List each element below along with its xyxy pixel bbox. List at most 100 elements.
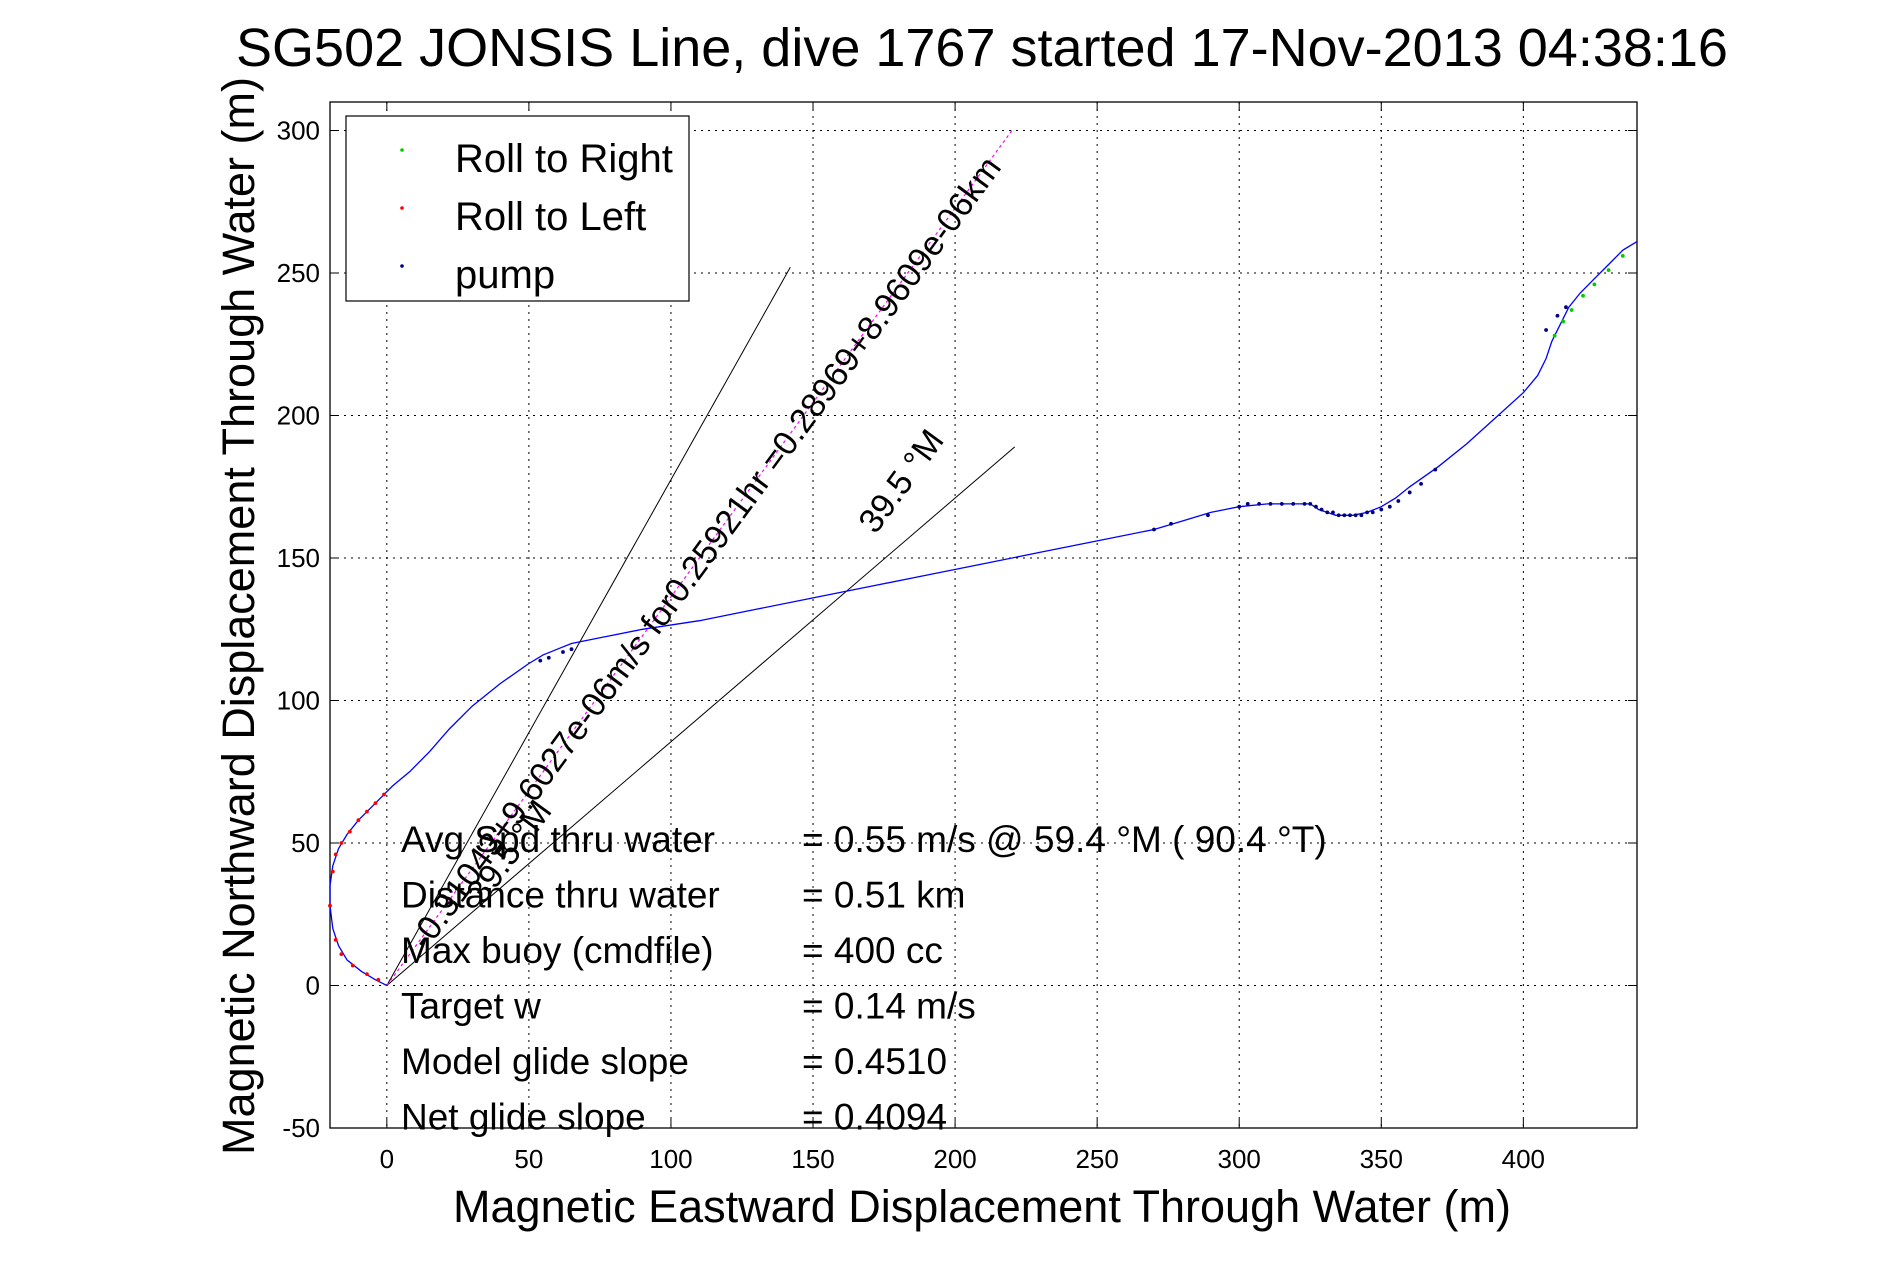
roll-left-point	[350, 963, 355, 968]
stat-label: Avg Spd thru water	[401, 819, 715, 860]
pump-point	[538, 658, 543, 663]
track-layer	[329, 130, 1638, 987]
stat-value: = 0.14 m/s	[802, 986, 976, 1027]
x-axis-label: Magnetic Eastward Displacement Through W…	[453, 1181, 1511, 1232]
pump-point	[1407, 490, 1412, 495]
roll-right-point	[1569, 308, 1574, 312]
roll-left-point	[339, 841, 344, 845]
roll-left-point	[347, 829, 352, 834]
x-tick-label: 300	[1218, 1144, 1261, 1174]
stat-label: Target w	[401, 986, 541, 1027]
roll-right-point	[1581, 293, 1585, 298]
y-axis-label: Magnetic Northward Displacement Through …	[213, 77, 264, 1155]
stat-label: Distance thru water	[401, 875, 720, 916]
pump-point	[1245, 501, 1250, 506]
roll-left-point	[376, 977, 381, 982]
roll-right-point	[1552, 333, 1557, 338]
pump-point	[1331, 510, 1335, 515]
legend-label-roll-right: Roll to Right	[455, 137, 673, 181]
roll-left-point	[333, 938, 338, 942]
x-tick-label: 150	[791, 1144, 834, 1174]
legend-marker-roll-right	[400, 148, 404, 152]
x-tick-label: 400	[1502, 1144, 1545, 1174]
pump-point	[1370, 510, 1375, 515]
wedge-lines	[386, 267, 1016, 986]
x-tick-label: 250	[1075, 1144, 1118, 1174]
x-tick-label: 100	[649, 1144, 692, 1174]
pump-point	[1169, 521, 1173, 526]
stat-value: = 0.4094	[802, 1097, 947, 1138]
pump-point	[1325, 510, 1330, 515]
pump-point	[1396, 499, 1401, 503]
roll-right-point	[1592, 282, 1597, 287]
pump-point	[1279, 501, 1284, 506]
pump-point	[1268, 501, 1273, 506]
pump-point	[1291, 501, 1296, 506]
pump-point	[1359, 513, 1364, 518]
y-tick-label: 250	[277, 258, 320, 288]
pump-point	[1544, 328, 1548, 332]
legend: Roll to Right Roll to Left pump	[345, 115, 690, 302]
roll-left-point	[365, 809, 369, 814]
x-tick-label: 50	[514, 1144, 543, 1174]
pump-point	[1433, 467, 1438, 472]
roll-right-point	[1606, 268, 1611, 273]
legend-marker-roll-left	[400, 206, 404, 210]
pump-point	[546, 655, 551, 660]
pump-point	[1336, 513, 1341, 518]
stat-value: = 0.55 m/s @ 59.4 °M ( 90.4 °T)	[802, 819, 1327, 860]
stats-block: Avg Spd thru water = 0.55 m/s @ 59.4 °M (…	[401, 819, 1327, 1138]
pump-point	[1302, 501, 1307, 506]
x-tick-label: 350	[1360, 1144, 1403, 1174]
x-tick-label: 200	[933, 1144, 976, 1174]
stat-value: = 0.4510	[802, 1041, 947, 1082]
pump-point	[1257, 501, 1262, 506]
wedge-line	[386, 446, 1016, 986]
stat-value: = 0.51 km	[802, 875, 966, 916]
roll-left-point	[328, 903, 332, 908]
pump-point	[1206, 513, 1210, 518]
y-tick-label: 100	[277, 686, 320, 716]
pump-point	[1314, 504, 1318, 509]
pump-point	[1379, 507, 1384, 512]
pump-point	[1237, 504, 1242, 509]
pump-point	[1365, 510, 1369, 515]
legend-label-roll-left: Roll to Left	[455, 195, 646, 239]
stat-label: Net glide slope	[401, 1097, 646, 1138]
marker-layer	[328, 254, 1625, 982]
pump-point	[1564, 305, 1568, 310]
pump-point	[1353, 513, 1358, 518]
pump-point	[569, 647, 574, 652]
legend-marker-pump	[400, 264, 404, 268]
y-tick-label: 300	[277, 116, 320, 146]
pump-point	[1387, 504, 1392, 509]
wedge-line	[386, 267, 791, 986]
current-vector-line	[386, 130, 1013, 986]
stat-value: = 400 cc	[802, 930, 943, 971]
roll-right-point	[1620, 254, 1625, 258]
pump-point	[1152, 527, 1156, 532]
pump-point	[1348, 513, 1352, 518]
roll-left-point	[373, 801, 378, 805]
roll-left-point	[365, 972, 369, 976]
stat-label: Max buoy (cmdfile)	[401, 930, 714, 971]
roll-right-point	[1561, 319, 1566, 324]
dive-track-line	[329, 241, 1638, 987]
pump-point	[1342, 513, 1347, 518]
chart-title: SG502 JONSIS Line, dive 1767 started 17-…	[236, 18, 1728, 78]
x-tick-label: 0	[380, 1144, 394, 1174]
roll-left-point	[339, 952, 344, 957]
axis-ticks: 0 50 100 150 200 250 300 350 400 -50 0 50 100 150 200 2…	[277, 102, 1637, 1174]
pump-point	[1308, 501, 1313, 506]
pump-point	[1319, 507, 1324, 512]
pump-point	[1419, 482, 1423, 486]
y-tick-label: -50	[282, 1113, 320, 1143]
roll-left-point	[330, 869, 335, 874]
stat-label: Model glide slope	[401, 1041, 689, 1082]
y-tick-label: 0	[306, 971, 320, 1001]
pump-point	[561, 650, 565, 654]
y-tick-label: 50	[291, 828, 320, 858]
roll-left-point	[356, 818, 361, 823]
y-tick-label: 150	[277, 543, 320, 573]
